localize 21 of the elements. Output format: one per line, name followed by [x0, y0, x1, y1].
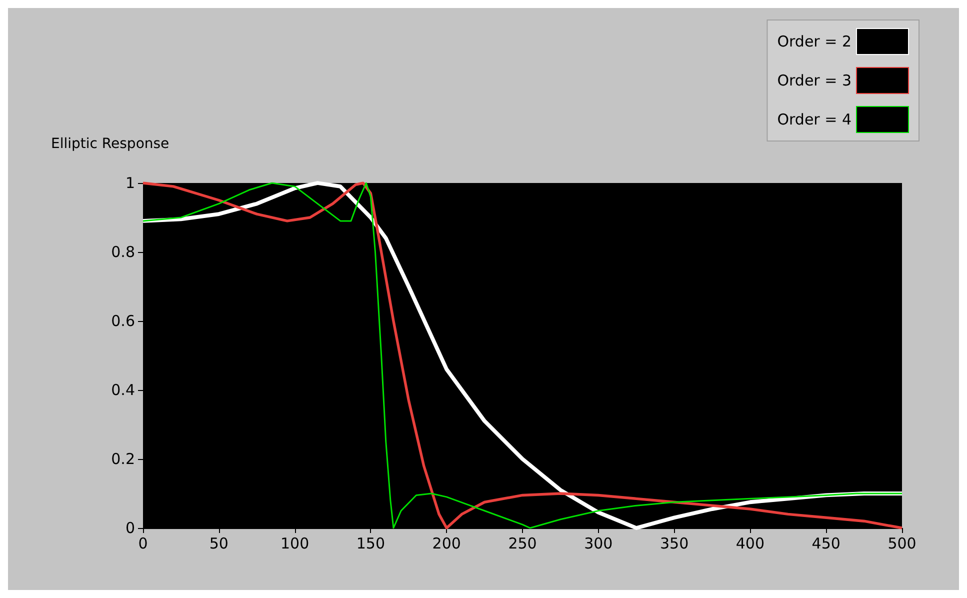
x-tick-label: 0	[138, 534, 148, 552]
x-tick-label: 50	[209, 534, 228, 552]
y-tick-label: 0	[125, 519, 135, 537]
y-tick-label: 0.6	[111, 312, 135, 330]
legend-label: Order = 4	[777, 110, 852, 128]
x-tick-label: 400	[736, 534, 765, 552]
x-tick-label: 150	[356, 534, 386, 552]
x-tick-label: 300	[584, 534, 613, 552]
x-tick-label: 250	[508, 534, 537, 552]
x-tick-label: 500	[888, 534, 916, 552]
y-tick-label: 1	[125, 174, 135, 192]
x-tick-label: 100	[280, 534, 310, 552]
y-tick-label: 0.8	[111, 243, 135, 261]
chart-title: Elliptic Response	[51, 136, 170, 152]
legend-label: Order = 3	[777, 72, 852, 90]
legend-label: Order = 2	[777, 32, 852, 50]
x-tick-label: 450	[812, 534, 840, 552]
x-tick-label: 200	[432, 534, 461, 552]
x-tick-label: 350	[660, 534, 689, 552]
y-tick-label: 0.4	[111, 381, 135, 399]
y-tick-label: 0.2	[111, 450, 135, 468]
